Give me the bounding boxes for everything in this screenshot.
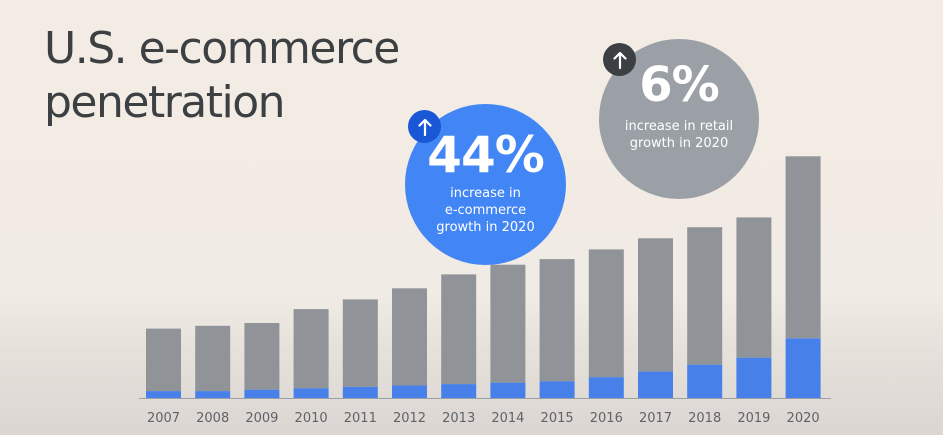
bar-ecommerce-2019 xyxy=(736,357,772,398)
x-tick-label: 2012 xyxy=(393,411,426,426)
bar-ecommerce-2010 xyxy=(293,388,329,398)
x-tick-label: 2013 xyxy=(442,411,475,426)
ecommerce-growth-value: 44% xyxy=(427,126,545,184)
bar-other-2009 xyxy=(244,323,280,390)
bar-other-2012 xyxy=(392,288,427,386)
bar-ecommerce-2011 xyxy=(342,386,378,398)
bar-other-2015 xyxy=(539,259,575,382)
bar-ecommerce-2017 xyxy=(638,371,673,398)
bar-ecommerce-2016 xyxy=(588,377,624,398)
retail-growth-callout: 6% increase in retail growth in 2020 xyxy=(599,39,759,199)
x-tick-label: 2019 xyxy=(737,411,770,426)
bar-ecommerce-2008 xyxy=(195,391,231,398)
bar-other-2014 xyxy=(490,264,526,383)
retail-growth-caption: increase in retail growth in 2020 xyxy=(624,119,734,151)
x-tick-label: 2010 xyxy=(295,411,328,426)
arrow-up-icon xyxy=(603,43,636,76)
x-tick-label: 2015 xyxy=(541,411,574,426)
bar-ecommerce-2013 xyxy=(441,384,477,398)
bar-ecommerce-2012 xyxy=(392,385,427,398)
x-tick-label: 2016 xyxy=(590,411,623,426)
arrow-up-icon xyxy=(408,110,441,143)
bar-ecommerce-2007 xyxy=(146,391,181,398)
x-tick-label: 2011 xyxy=(344,411,377,426)
bar-other-2007 xyxy=(146,328,181,392)
bar-other-2017 xyxy=(638,238,673,372)
bar-ecommerce-2014 xyxy=(490,382,526,398)
x-tick-label: 2020 xyxy=(787,411,820,426)
bar-other-2011 xyxy=(342,299,378,387)
bar-ecommerce-2018 xyxy=(687,364,723,398)
bar-other-2008 xyxy=(195,325,231,392)
x-tick-label: 2014 xyxy=(491,411,524,426)
bar-ecommerce-2015 xyxy=(539,381,575,398)
bar-other-2018 xyxy=(687,227,723,365)
bar-ecommerce-2009 xyxy=(244,389,280,398)
x-tick-label: 2008 xyxy=(196,411,229,426)
x-tick-label: 2018 xyxy=(688,411,721,426)
bar-other-2020 xyxy=(785,156,821,339)
chart-title: U.S. e-commerce penetration xyxy=(44,22,400,130)
x-tick-label: 2009 xyxy=(245,411,278,426)
ecommerce-growth-caption: increase in e-commerce growth in 2020 xyxy=(436,186,535,235)
bar-other-2013 xyxy=(441,274,477,385)
x-tick-label: 2017 xyxy=(639,411,672,426)
retail-growth-value: 6% xyxy=(639,57,720,113)
bar-other-2019 xyxy=(736,217,772,358)
bar-other-2010 xyxy=(293,309,329,389)
title-line-2: penetration xyxy=(44,77,286,128)
bar-ecommerce-2020 xyxy=(785,338,821,398)
x-tick-label: 2007 xyxy=(147,411,180,426)
bar-other-2016 xyxy=(588,249,624,378)
title-line-1: U.S. e-commerce xyxy=(44,23,400,74)
